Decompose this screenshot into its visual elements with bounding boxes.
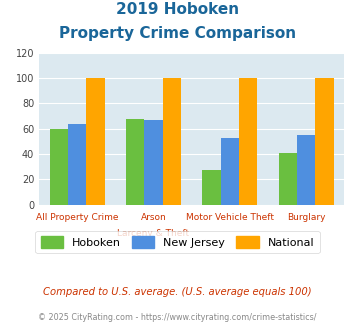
- Bar: [279, 153, 297, 205]
- Bar: [221, 138, 239, 205]
- Bar: [68, 124, 86, 205]
- Text: Motor Vehicle Theft: Motor Vehicle Theft: [186, 213, 274, 222]
- Text: Arson: Arson: [141, 213, 166, 222]
- Text: 2019 Hoboken: 2019 Hoboken: [116, 2, 239, 16]
- Bar: [144, 120, 163, 205]
- Bar: [50, 129, 68, 205]
- Text: © 2025 CityRating.com - https://www.cityrating.com/crime-statistics/: © 2025 CityRating.com - https://www.city…: [38, 313, 317, 322]
- Bar: [202, 170, 221, 205]
- Text: Property Crime Comparison: Property Crime Comparison: [59, 26, 296, 41]
- Text: Larceny & Theft: Larceny & Theft: [118, 229, 190, 238]
- Legend: Hoboken, New Jersey, National: Hoboken, New Jersey, National: [36, 231, 320, 253]
- Text: Compared to U.S. average. (U.S. average equals 100): Compared to U.S. average. (U.S. average …: [43, 287, 312, 297]
- Bar: [163, 78, 181, 205]
- Bar: [315, 78, 334, 205]
- Bar: [239, 78, 257, 205]
- Text: All Property Crime: All Property Crime: [36, 213, 119, 222]
- Bar: [126, 118, 144, 205]
- Bar: [297, 135, 315, 205]
- Text: Burglary: Burglary: [287, 213, 326, 222]
- Bar: [86, 78, 105, 205]
